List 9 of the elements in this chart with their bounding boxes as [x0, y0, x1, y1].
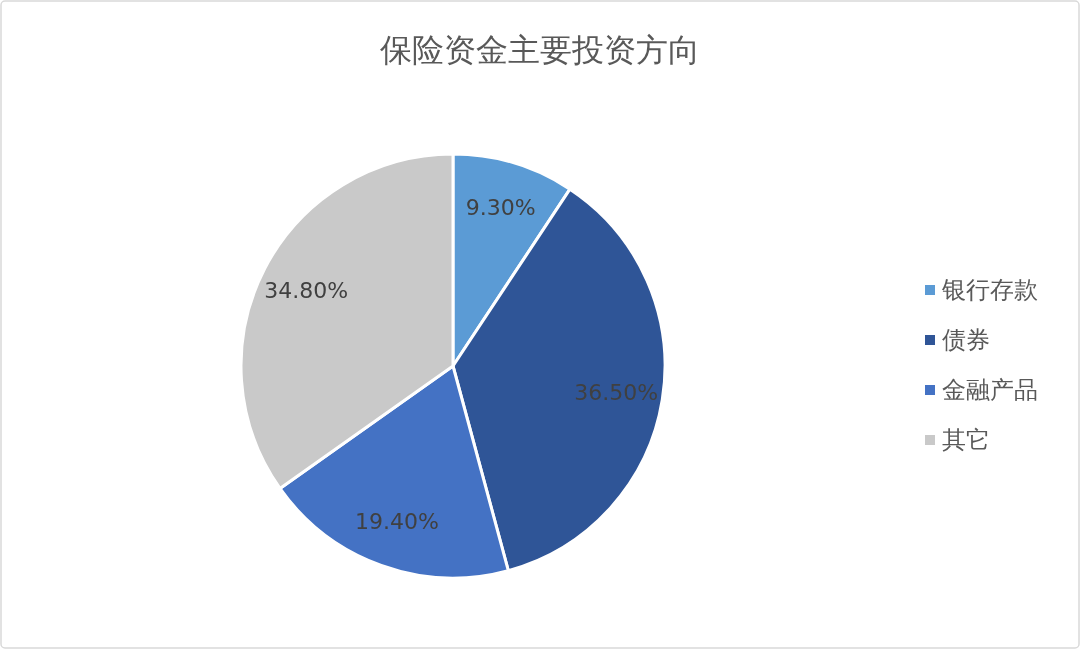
legend-label: 金融产品 — [942, 376, 1038, 404]
chart-title: 保险资金主要投资方向 — [380, 31, 700, 69]
legend-label: 其它 — [942, 426, 990, 454]
data-label: 19.40% — [355, 509, 439, 535]
legend-label: 银行存款 — [941, 276, 1038, 304]
data-label: 9.30% — [465, 195, 536, 221]
data-label: 34.80% — [264, 277, 349, 303]
legend-label: 债券 — [942, 326, 990, 354]
data-label: 36.50% — [574, 379, 659, 405]
